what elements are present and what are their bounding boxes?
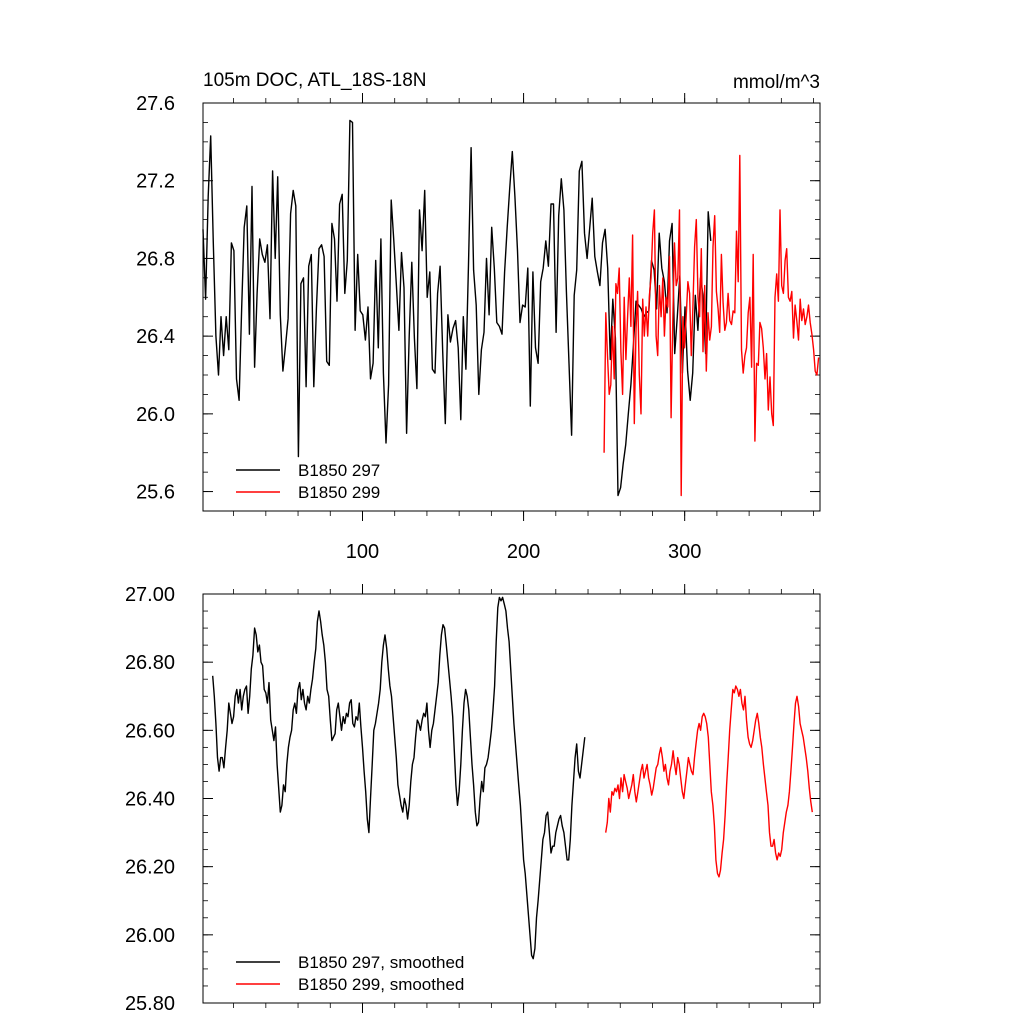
legend-label-0: B1850 297, smoothed <box>298 953 464 972</box>
bottom-y-axis-labels: 25.80 26.00 26.20 26.40 26.60 26.80 27.00 <box>125 584 175 1015</box>
x-tick-label: 200 <box>507 541 540 563</box>
top-x-axis-labels: 100 200 300 <box>346 541 702 563</box>
y-tick-label: 27.6 <box>136 93 175 115</box>
y-tick-label: 26.4 <box>136 326 175 348</box>
y-tick-label: 26.0 <box>136 404 175 426</box>
y-tick-label: 26.40 <box>125 789 175 811</box>
bottom-ticks <box>203 584 820 1013</box>
top-plot-frame <box>202 102 821 512</box>
top-panel-units: mmol/m^3 <box>733 72 820 93</box>
y-tick-label: 26.20 <box>125 857 175 879</box>
y-tick-label: 26.8 <box>136 248 175 270</box>
legend-label-1: B1850 299 <box>298 483 380 502</box>
bottom-plot-frame <box>202 593 821 1004</box>
y-tick-label: 26.60 <box>125 720 175 742</box>
y-tick-label: 25.80 <box>125 993 175 1015</box>
top-series <box>202 119 820 497</box>
y-tick-label: 26.80 <box>125 652 175 674</box>
y-tick-label: 27.2 <box>136 171 175 193</box>
legend-label-1: B1850 299, smoothed <box>298 975 464 994</box>
y-tick-label: 26.00 <box>125 925 175 947</box>
bottom-legend: B1850 297, smoothed B1850 299, smoothed <box>236 953 464 994</box>
legend-label-0: B1850 297 <box>298 461 380 480</box>
series-line-0 <box>212 596 586 960</box>
x-tick-label: 300 <box>668 541 701 563</box>
y-tick-label: 25.6 <box>136 482 175 504</box>
bottom-panel: 25.80 26.00 26.20 26.40 26.60 26.80 27.00 B185… <box>125 584 821 1015</box>
series-line-1 <box>603 154 820 497</box>
top-legend: B1850 297 B1850 299 <box>236 461 380 502</box>
bottom-series <box>212 596 813 960</box>
series-line-1 <box>605 685 813 878</box>
series-line-0 <box>202 119 712 497</box>
top-panel-title: 105m DOC, ATL_18S-18N <box>203 70 427 91</box>
top-panel: 105m DOC, ATL_18S-18N mmol/m^3 25.626.02… <box>136 70 821 563</box>
x-tick-label: 100 <box>346 541 379 563</box>
y-tick-label: 27.00 <box>125 584 175 606</box>
top-y-axis-labels: 25.6 26.0 26.4 26.8 27.2 27.6 <box>136 93 175 504</box>
